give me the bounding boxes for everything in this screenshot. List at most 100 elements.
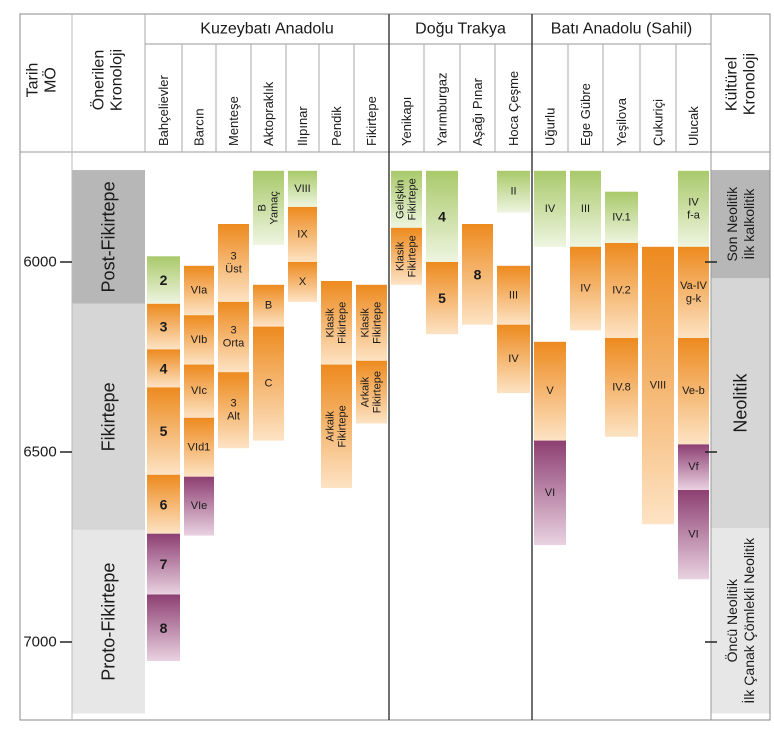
phase-label: IV.2 (612, 285, 631, 297)
phase-label: Va-IVg-k (680, 280, 707, 305)
phase-label: VIII (650, 380, 667, 392)
phase-bar (288, 170, 317, 207)
cultural-period-label: Neolitik (731, 373, 751, 433)
site-header-ilipinar: Ilıpınar (295, 106, 310, 146)
y-tick-label: 6000 (23, 254, 56, 271)
site-header-cukurici: Çukuriçi (651, 99, 666, 146)
phase-bar (218, 372, 249, 449)
phase-label: IVf-a (687, 196, 701, 221)
svg-text:Fikirtepe: Fikirtepe (372, 302, 384, 344)
phase-label: VI (545, 487, 555, 499)
svg-text:Klasik: Klasik (360, 308, 372, 338)
svg-text:Üst: Üst (225, 263, 242, 275)
site-header-hocacesme: Hoca Çeşme (506, 71, 521, 146)
phase-label: IV (508, 353, 519, 365)
phase-bar (218, 224, 249, 302)
phase-bar (534, 170, 566, 247)
phase-label: Arkaik Fikirtepe (325, 405, 349, 447)
proposed-period-label: Post-Fikirtepe (99, 181, 119, 292)
phase-label: 3 (160, 319, 168, 335)
svg-text:İlk Çanak Çömlekli Neolitik: İlk Çanak Çömlekli Neolitik (740, 537, 757, 704)
phase-label: VId1 (188, 441, 211, 453)
phase-bar (678, 444, 709, 490)
site-header-yarimburgaz: Yarımburgaz (435, 73, 450, 146)
site-header-fikirtepe: Fikirtepe (364, 96, 379, 146)
phase-bar (570, 170, 601, 247)
phase-bar (253, 284, 284, 327)
phase-bar (147, 474, 180, 534)
phase-label: Arkaik Fikirtepe (360, 371, 384, 413)
phase-label: B Yamaç (257, 191, 281, 225)
svg-text:Kronoloji: Kronoloji (742, 53, 759, 115)
y-tick-label: 6500 (23, 444, 56, 461)
svg-text:Neolitik: Neolitik (731, 373, 751, 433)
phase-bar (147, 533, 180, 595)
svg-text:Kültürel: Kültürel (724, 57, 741, 111)
phase-bar (356, 360, 387, 424)
phase-bar (147, 349, 180, 388)
outer-frame (19, 13, 771, 721)
phase-bar (497, 170, 530, 213)
svg-text:Gelişkin: Gelişkin (395, 180, 407, 219)
site-header-pendik: Pendik (329, 106, 344, 146)
phase-bar (184, 476, 214, 536)
svg-text:Fikirtepe: Fikirtepe (372, 371, 384, 413)
svg-text:IV: IV (688, 196, 699, 208)
phase-bar (497, 265, 530, 325)
phase-bar (184, 315, 214, 365)
phase-label: Klasik Fikirtepe (360, 302, 384, 344)
site-header-aktopraklik: Aktopraklık (261, 81, 276, 146)
phase-label: Gelişkin Fikirtepe (395, 178, 419, 220)
cultural-chronology-title: Kültürel Kronoloji (724, 53, 759, 115)
svg-text:Son Neolitik: Son Neolitik (724, 186, 740, 262)
y-tick-label: 7000 (23, 634, 56, 651)
phase-label: IV.1 (612, 211, 631, 223)
svg-text:MÖ: MÖ (42, 67, 60, 93)
svg-text:Va-IV: Va-IV (680, 280, 707, 292)
phase-bar (642, 246, 674, 525)
svg-text:f-a: f-a (687, 209, 701, 221)
proposed-period-band (72, 170, 145, 304)
proposed-period-band (72, 529, 145, 714)
proposed-period-label: Proto-Fikirtepe (99, 563, 119, 681)
phase-bar (253, 326, 284, 441)
phase-bar (184, 265, 214, 316)
phase-label: III (509, 289, 518, 301)
phase-bar (678, 246, 709, 338)
phase-label: Klasik Fikirtepe (395, 235, 419, 277)
phase-bar (605, 191, 638, 243)
svg-text:Klasik: Klasik (325, 308, 337, 338)
phase-bar (391, 227, 422, 285)
phase-label: VIa (191, 285, 208, 297)
svg-text:Fikirtepe: Fikirtepe (407, 235, 419, 277)
svg-text:Klasik: Klasik (395, 241, 407, 271)
phase-label: B (265, 300, 272, 312)
phase-bar (678, 170, 709, 247)
phase-bar (678, 338, 709, 445)
phase-bar (570, 246, 601, 331)
phase-label: 7 (160, 556, 168, 572)
cultural-period-band (711, 170, 770, 279)
phase-bar (356, 284, 387, 361)
proposed-chronology-title: Önerilen Kronoloji (90, 49, 126, 111)
svg-text:Alt: Alt (227, 411, 240, 423)
phase-bar (426, 262, 458, 335)
phase-label: 4 (438, 208, 446, 224)
svg-text:Orta: Orta (223, 338, 245, 350)
svg-text:Önerilen: Önerilen (90, 50, 108, 110)
phase-label: 6 (160, 496, 168, 512)
phase-bar (184, 417, 214, 477)
phase-label: VIb (191, 334, 208, 346)
site-header-ugurlu: Uğurlu (543, 108, 558, 146)
region-header-bati: Batı Anadolu (Sahil) (551, 21, 692, 38)
svg-text:Arkaik: Arkaik (360, 376, 372, 407)
phase-label: IV (545, 203, 556, 215)
phase-label: 4 (160, 360, 168, 376)
site-header-barcin: Barcın (192, 108, 207, 146)
site-header-mentese: Menteşe (226, 96, 241, 146)
site-header-bahcelievler: Bahçelievler (156, 75, 171, 146)
phase-bar (288, 206, 317, 262)
